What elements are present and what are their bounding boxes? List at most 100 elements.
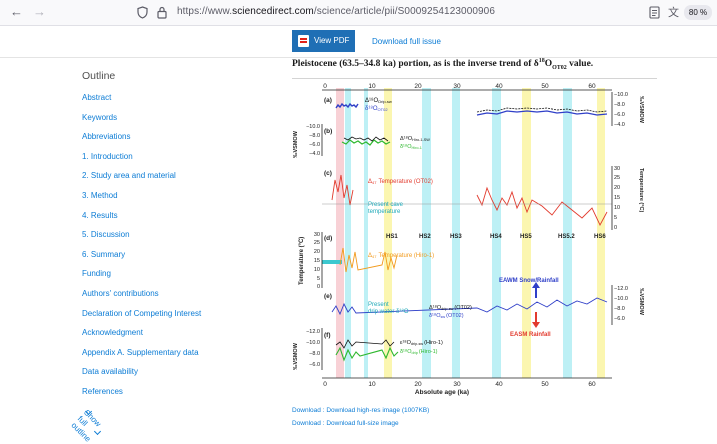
right-axis-e: −12.0 −10.0 −8.0 −6.0 ‰VSMOW: [611, 285, 644, 325]
legend-b-hiro: δ¹⁸OHiro-1: [400, 143, 422, 150]
outline-item-appendix[interactable]: Appendix A. Supplementary data: [82, 347, 199, 357]
series-d-temp-hiro: [339, 247, 398, 273]
panel-e-label: (e): [324, 293, 332, 300]
y-label-right-e: ‰VSMOW: [638, 288, 644, 316]
y-label-right-c: Temperature (°C): [638, 168, 644, 212]
translate-icon[interactable]: 文: [668, 7, 679, 19]
url-prefix: https://www.: [177, 6, 233, 17]
left-axis-f: −12.0 −10.0 −8.0 −6.0 ‰VSMOW: [293, 328, 323, 370]
outline-item-summary[interactable]: 6. Summary: [82, 249, 126, 259]
hs-label-4: HS4: [490, 234, 502, 240]
outline-item-abstract[interactable]: Abstract: [82, 93, 112, 102]
shield-icon[interactable]: [137, 6, 148, 19]
bottom-tick-30: 30: [453, 381, 461, 388]
band-cyan-4: [452, 88, 460, 378]
toolbar-divider: [0, 57, 717, 58]
top-tick-50: 50: [541, 83, 549, 90]
series-f-drip-sw-hiro: [335, 339, 395, 349]
band-pink: [336, 88, 344, 378]
right-axis-a: −10.0 −8.0 −6.0 −4.0 ‰VSMOW: [611, 92, 644, 128]
download-full-issue-link[interactable]: Download full issue: [372, 37, 441, 46]
hs-label-2: HS2: [419, 234, 431, 240]
legend-e-drip-sw: Δ¹⁸Odrip-sw(OT02): [429, 304, 472, 311]
download-full-size-link[interactable]: Download : Download full-size image: [292, 420, 399, 427]
y-label-left-d: Temperature (°C): [299, 237, 305, 285]
right-axis-c: 30 25 20 15 10 5 0 Temperature (°C): [611, 166, 644, 231]
article-text-line: Pleistocene (63.5–34.8 ka) portion, as i…: [292, 58, 593, 71]
tick-right-e-2: −8.0: [614, 306, 625, 312]
tick-left-f-1: −10.0: [306, 340, 320, 346]
band-cyan-3: [422, 88, 431, 378]
outline-item-abbreviations[interactable]: Abbreviations: [82, 132, 131, 142]
outline-title: Outline: [82, 70, 116, 82]
tick-left-b-1: −8.0: [309, 133, 320, 139]
bottom-axis: 0 10 20 30 40 50 60 Absolute age (ka): [322, 377, 612, 396]
paleoclimate-figure[interactable]: 0 10 20 30 40 50 60 0 10 20 30 40 50 60 …: [292, 80, 657, 406]
outline-item-authors-contributions[interactable]: Authors' contributions: [82, 288, 159, 298]
outline-item-competing-interest[interactable]: Declaration of Competing Interest: [82, 308, 202, 318]
panel-d-label: (d): [324, 235, 332, 242]
x-axis-label: Absolute age (ka): [415, 389, 469, 396]
outline-item-results[interactable]: 4. Results: [82, 210, 118, 220]
legend-d-temp-hiro: Δ47 Temperature (Hiro-1): [368, 253, 434, 259]
forward-arrow-icon[interactable]: →: [33, 4, 46, 19]
reader-view-icon[interactable]: [649, 6, 660, 19]
show-full-outline-label: Show full outline: [69, 407, 103, 444]
zoom-level-badge[interactable]: 80 %: [684, 5, 712, 20]
tick-left-d-15: 15: [314, 258, 320, 264]
top-tick-30: 30: [453, 83, 461, 90]
figure-bands: [336, 88, 605, 378]
band-cyan-5: [492, 88, 501, 378]
outline-item-funding[interactable]: Funding: [82, 269, 111, 279]
bottom-tick-20: 20: [414, 381, 422, 388]
top-tick-40: 40: [495, 83, 503, 90]
tick-right-c-25: 25: [614, 175, 620, 181]
bottom-tick-0: 0: [323, 381, 327, 388]
tick-left-b-3: −4.0: [309, 151, 320, 157]
present-drip-1: Present: [368, 302, 389, 308]
figure-divider: [292, 78, 657, 79]
outline-item-introduction[interactable]: 1. Introduction: [82, 151, 133, 161]
legend-a-drip-sw: Δ¹⁸ODrip-sw: [365, 97, 392, 104]
eawm-label: EAWM Snow/Rainfall: [499, 278, 559, 284]
outline-item-keywords[interactable]: Keywords: [82, 112, 118, 122]
browser-toolbar: ← → https://www.sciencedirect.com/scienc…: [0, 0, 717, 26]
band-cyan-1: [345, 88, 351, 378]
download-high-res-link[interactable]: Download : Download high-res image (1007…: [292, 407, 430, 414]
eawm-arrow-icon: [532, 282, 540, 298]
outline-item-data-availability[interactable]: Data availability: [82, 367, 139, 377]
tick-right-e-0: −12.0: [614, 286, 628, 292]
outline-item-discussion[interactable]: 5. Discussion: [82, 230, 130, 240]
series-b-hiro-green: [341, 139, 391, 146]
tick-right-c-30: 30: [614, 166, 620, 172]
series-b-hiro-black: [343, 136, 389, 142]
view-pdf-button[interactable]: View PDF: [292, 30, 355, 52]
url-path: /science/article/pii/S0009254123000906: [313, 6, 495, 17]
tick-right-a-2: −6.0: [614, 112, 625, 118]
tick-left-d-10: 10: [314, 267, 320, 273]
hs-label-1: HS1: [386, 234, 398, 240]
band-yellow-1: [384, 88, 392, 378]
easm-arrow-icon: [532, 312, 540, 328]
bottom-tick-40: 40: [495, 381, 503, 388]
address-bar[interactable]: https://www.sciencedirect.com/science/ar…: [177, 6, 495, 17]
band-cyan-6: [563, 88, 572, 378]
outline-item-references[interactable]: References: [82, 386, 123, 396]
outline-item-acknowledgment[interactable]: Acknowledgment: [82, 328, 143, 338]
chevron-down-icon: [93, 427, 102, 436]
back-arrow-icon[interactable]: ←: [10, 4, 23, 19]
left-axis-b: −10.0 −8.0 −6.0 −4.0 ‰VSMOW: [293, 124, 323, 158]
present-cave-temp-2: temperature: [368, 209, 401, 215]
outline-item-method[interactable]: 3. Method: [82, 190, 118, 200]
tick-right-c-5: 5: [614, 215, 617, 221]
hs-label-5: HS5: [520, 234, 532, 240]
show-full-outline-button[interactable]: Show full outline: [69, 407, 103, 444]
caption-mid: O: [544, 59, 553, 70]
tick-left-b-2: −6.0: [309, 142, 320, 148]
outline-list: Abstract Keywords Abbreviations 1. Intro…: [82, 93, 201, 407]
tick-left-f-3: −6.0: [309, 362, 320, 368]
lock-icon[interactable]: [157, 6, 167, 19]
caption-sup: 18: [538, 58, 545, 64]
outline-item-study-area[interactable]: 2. Study area and material: [82, 171, 176, 181]
caption-post: value.: [566, 59, 594, 70]
